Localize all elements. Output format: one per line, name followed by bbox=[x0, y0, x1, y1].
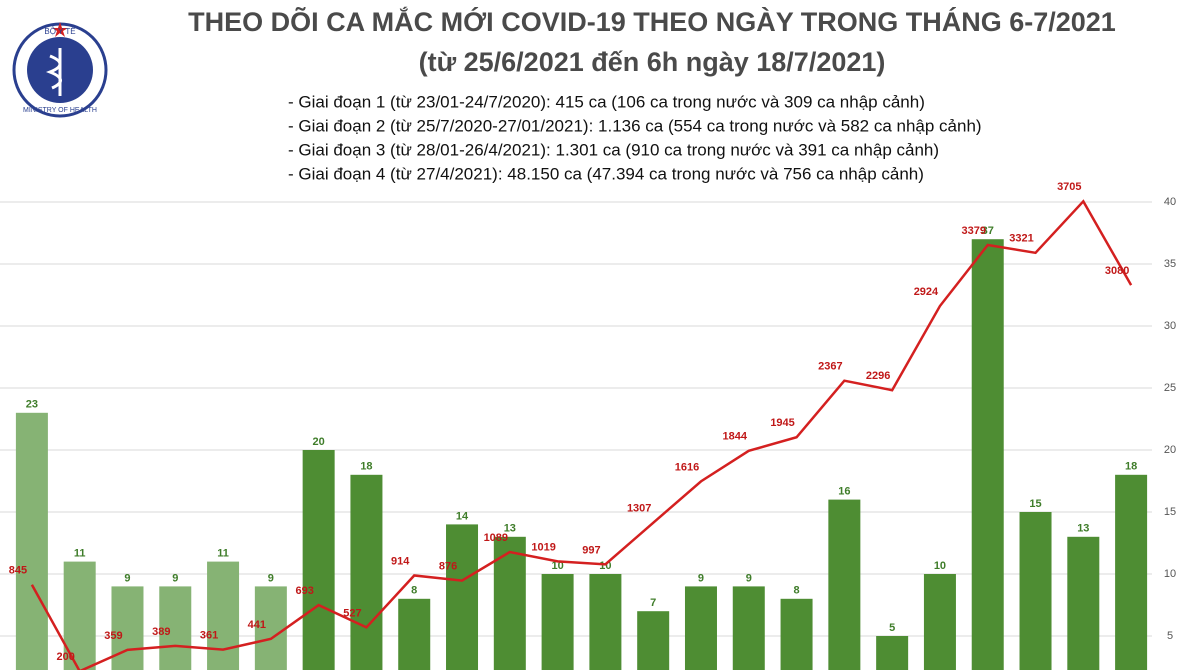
line-label: 1945 bbox=[770, 417, 794, 429]
y-tick-label: 25 bbox=[1164, 382, 1176, 394]
y-tick-label: 40 bbox=[1164, 196, 1176, 208]
line-label: 359 bbox=[104, 630, 122, 642]
line-label: 693 bbox=[295, 585, 313, 597]
bar-label: 20 bbox=[313, 436, 325, 448]
logo-top: BỘ Y TẾ bbox=[44, 26, 75, 36]
bar-label: 9 bbox=[698, 572, 704, 584]
line-label: 1019 bbox=[531, 541, 555, 553]
line-label: 441 bbox=[248, 619, 266, 631]
line-label: 361 bbox=[200, 630, 218, 642]
bar bbox=[15, 412, 48, 670]
bar-label: 13 bbox=[504, 523, 516, 535]
bar bbox=[684, 586, 717, 670]
line-label: 2296 bbox=[866, 370, 890, 382]
logo: BỘ Y TẾ MINISTRY OF HEALTH bbox=[12, 22, 108, 118]
bar bbox=[302, 450, 335, 670]
line bbox=[30, 199, 1133, 670]
bar bbox=[732, 586, 765, 670]
bar bbox=[254, 586, 287, 670]
bar-label: 9 bbox=[172, 572, 178, 584]
bar-label: 15 bbox=[1029, 498, 1041, 510]
line-label: 1089 bbox=[484, 532, 508, 544]
line-label: 389 bbox=[152, 626, 170, 638]
bar bbox=[780, 598, 813, 670]
y-tick-label: 5 bbox=[1167, 630, 1173, 642]
bar bbox=[828, 499, 861, 670]
y-tick-label: 20 bbox=[1164, 444, 1176, 456]
bar bbox=[923, 574, 956, 670]
bar bbox=[876, 636, 909, 670]
bar-label: 9 bbox=[124, 572, 130, 584]
line-label: 1616 bbox=[675, 461, 699, 473]
line-label: 3080 bbox=[1105, 265, 1129, 277]
bar-label: 13 bbox=[1077, 523, 1089, 535]
line-label: 997 bbox=[582, 544, 600, 556]
bar bbox=[1019, 512, 1052, 670]
bar bbox=[1115, 474, 1148, 670]
bar-label: 11 bbox=[74, 548, 86, 560]
bar-label: 8 bbox=[794, 585, 800, 597]
note: - Giai đoạn 1 (từ 23/01-24/7/2020): 415 … bbox=[288, 92, 925, 111]
y-tick-label: 30 bbox=[1164, 320, 1176, 332]
bar-label: 16 bbox=[838, 486, 850, 498]
line-label: 527 bbox=[343, 607, 361, 619]
bar bbox=[350, 474, 383, 670]
bar-label: 14 bbox=[456, 510, 469, 522]
bar bbox=[971, 239, 1004, 670]
bar-label: 9 bbox=[268, 572, 274, 584]
bar-label: 7 bbox=[650, 597, 656, 609]
bar bbox=[446, 524, 479, 670]
logo-bottom: MINISTRY OF HEALTH bbox=[23, 107, 97, 114]
bar-label: 23 bbox=[26, 399, 38, 411]
y-tick-label: 10 bbox=[1164, 568, 1176, 580]
line-label: 876 bbox=[439, 560, 457, 572]
bar-label: 5 bbox=[889, 622, 895, 634]
bar bbox=[111, 586, 144, 670]
line-label: 200 bbox=[57, 651, 75, 663]
line-label: 845 bbox=[9, 565, 27, 577]
bar-label: 37 bbox=[982, 225, 994, 237]
bar-label: 18 bbox=[1125, 461, 1137, 473]
bar bbox=[637, 611, 670, 670]
bar bbox=[589, 574, 622, 670]
bar bbox=[398, 598, 431, 670]
bar-label: 8 bbox=[411, 585, 417, 597]
bar-label: 10 bbox=[934, 560, 946, 572]
bar bbox=[493, 536, 526, 670]
note: - Giai đoạn 2 (từ 25/7/2020-27/01/2021):… bbox=[288, 116, 982, 135]
bar-label: 10 bbox=[551, 560, 563, 572]
bar bbox=[541, 574, 574, 670]
bar bbox=[207, 561, 240, 670]
line-label: 1844 bbox=[723, 431, 748, 443]
chart-subtitle: (từ 25/6/2021 đến 6h ngày 18/7/2021) bbox=[419, 47, 886, 77]
bar-label: 18 bbox=[360, 461, 372, 473]
line-label: 3321 bbox=[1009, 233, 1033, 245]
bar-label: 9 bbox=[746, 572, 752, 584]
note: - Giai đoạn 4 (từ 27/4/2021): 48.150 ca … bbox=[288, 164, 924, 183]
line-label: 2367 bbox=[818, 361, 842, 373]
y-tick-label: 35 bbox=[1164, 258, 1176, 270]
line-label: 3379 bbox=[961, 225, 985, 237]
chart-title: THEO DÕI CA MẮC MỚI COVID-19 THEO NGÀY T… bbox=[188, 6, 1116, 37]
bar-label: 11 bbox=[217, 548, 229, 560]
bar bbox=[1067, 536, 1100, 670]
line-label: 3705 bbox=[1057, 181, 1081, 193]
bar bbox=[159, 586, 192, 670]
line-label: 2924 bbox=[914, 286, 939, 298]
y-tick-label: 15 bbox=[1164, 506, 1176, 518]
line-label: 1307 bbox=[627, 503, 651, 515]
line-label: 914 bbox=[391, 555, 410, 567]
note: - Giai đoạn 3 (từ 28/01-26/4/2021): 1.30… bbox=[288, 140, 939, 159]
